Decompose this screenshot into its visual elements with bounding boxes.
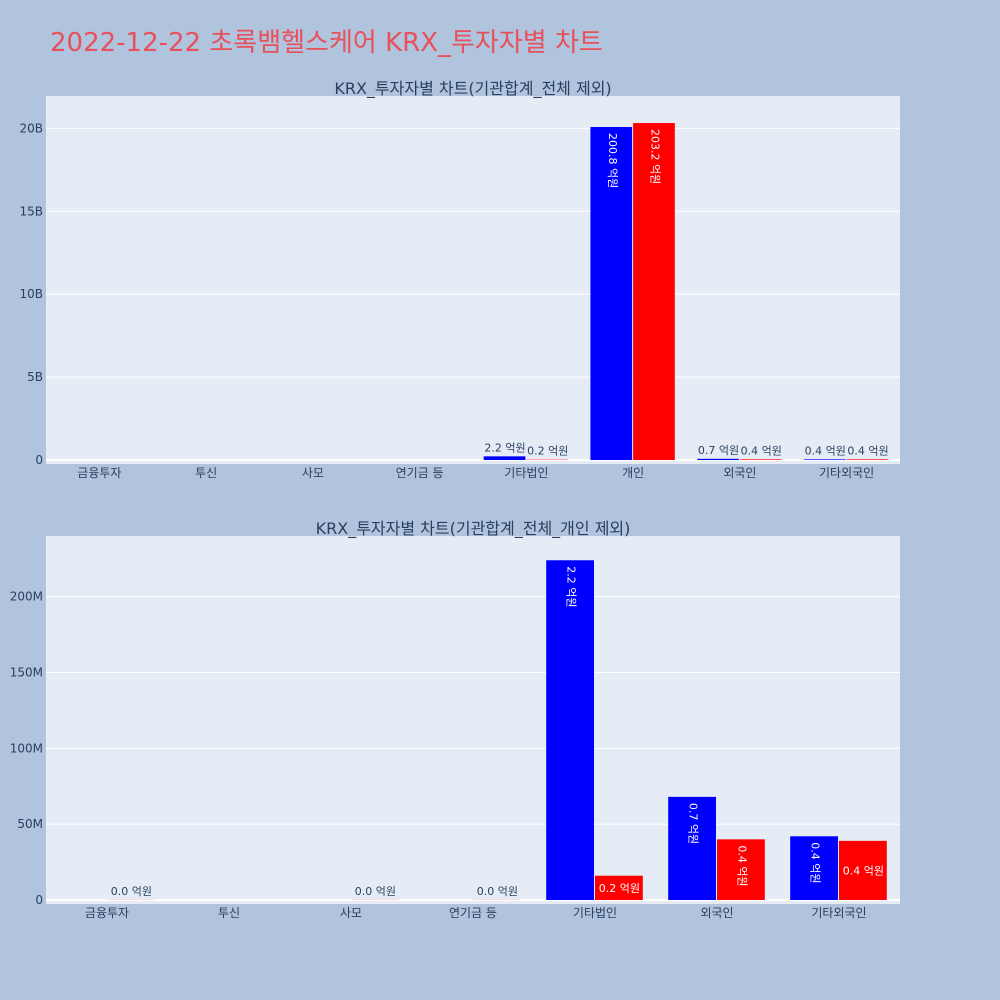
y-tick-label: 50M: [17, 817, 43, 831]
bar: [790, 836, 838, 900]
bar: [739, 459, 782, 460]
y-tick-label: 150M: [10, 666, 43, 680]
x-tick-label: 연기금 등: [449, 906, 497, 920]
bar: [839, 840, 887, 900]
x-tick-label: 사모: [302, 466, 324, 480]
bar: [668, 796, 716, 900]
data-label: 0.4 억원: [809, 842, 822, 883]
bar: [846, 459, 889, 460]
x-tick-label: 투신: [195, 466, 217, 480]
data-label: 200.8 억원: [606, 133, 619, 188]
y-tick-label: 200M: [10, 590, 43, 604]
page-title: 2022-12-22 초록뱀헬스케어 KRX_투자자별 차트: [50, 28, 603, 58]
bar: [803, 459, 846, 460]
y-tick-label: 0: [35, 893, 43, 907]
data-label: 0.4 억원: [847, 444, 888, 457]
data-label: 0.0 억원: [355, 885, 396, 898]
bar: [717, 839, 765, 900]
bar: [590, 127, 633, 461]
plot-area: [46, 536, 900, 904]
x-tick-label: 외국인: [700, 906, 733, 920]
x-tick-label: 사모: [340, 906, 362, 920]
x-tick-label: 기타법인: [504, 466, 548, 480]
data-label: 0.2 억원: [527, 445, 568, 458]
data-label: 2.2 억원: [484, 441, 525, 454]
data-label: 0.4 억원: [843, 864, 884, 877]
bar: [546, 560, 594, 900]
chart-title: KRX_투자자별 차트(기관합계_전체_개인 제외): [316, 519, 631, 539]
data-label: 0.4 억원: [805, 444, 846, 457]
x-tick-label: 금융투자: [77, 466, 121, 480]
data-label: 0.0 억원: [111, 885, 152, 898]
y-tick-label: 100M: [10, 741, 43, 755]
data-label: 0.7 억원: [687, 803, 700, 844]
x-tick-label: 외국인: [723, 466, 756, 480]
data-label: 0.0 억원: [477, 885, 518, 898]
plot-area: [46, 96, 900, 464]
x-tick-label: 기타외국인: [819, 466, 874, 480]
chart-top: KRX_투자자별 차트(기관합계_전체 제외) 0 5B 10B 15B 20B 금융투자 투…: [19, 79, 900, 480]
data-label: 2.2 억원: [565, 566, 578, 607]
y-tick-label: 10B: [19, 287, 43, 301]
x-tick-label: 기타외국인: [811, 906, 866, 920]
data-label: 0.2 억원: [599, 882, 640, 895]
data-label: 0.4 억원: [741, 444, 782, 457]
bar: [633, 123, 675, 461]
chart-bottom: KRX_투자자별 차트(기관합계_전체_개인 제외) 0 50M 100M 150M 20…: [10, 519, 900, 920]
x-tick-label: 투신: [218, 906, 240, 920]
x-tick-label: 연기금 등: [396, 466, 444, 480]
y-tick-label: 20B: [19, 121, 43, 135]
y-tick-label: 15B: [19, 204, 43, 218]
y-tick-label: 5B: [27, 370, 43, 384]
x-tick-label: 금융투자: [85, 906, 129, 920]
x-tick-label: 기타법인: [573, 906, 617, 920]
chart-title: KRX_투자자별 차트(기관합계_전체 제외): [334, 79, 611, 99]
y-tick-label: 0: [35, 453, 43, 467]
data-label: 0.7 억원: [698, 444, 739, 457]
data-label: 203.2 억원: [648, 129, 661, 184]
bar: [595, 875, 643, 900]
bar: [483, 456, 526, 460]
data-label: 0.4 억원: [735, 845, 748, 886]
x-tick-label: 개인: [622, 466, 644, 480]
bar: [697, 458, 739, 460]
